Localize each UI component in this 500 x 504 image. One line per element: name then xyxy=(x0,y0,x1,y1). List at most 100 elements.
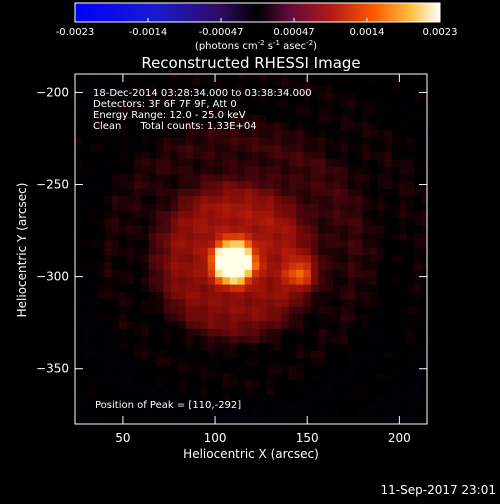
heatmap-cell xyxy=(178,74,187,79)
heatmap-cell xyxy=(163,416,172,424)
heatmap-cell xyxy=(89,261,98,270)
heatmap-cell xyxy=(111,144,120,152)
heatmap-cell xyxy=(75,284,83,292)
heatmap-cell xyxy=(222,195,231,204)
heatmap-cell xyxy=(200,92,209,101)
info-clean-counts: Clean Total counts: 1.33E+04 xyxy=(93,121,257,132)
heatmap-cell xyxy=(244,232,253,241)
heatmap-cell xyxy=(340,313,349,322)
heatmap-cell xyxy=(391,320,400,329)
heatmap-cell xyxy=(215,254,224,263)
heatmap-cell xyxy=(244,291,253,300)
heatmap-cell xyxy=(347,284,356,292)
heatmap-cell xyxy=(156,401,165,410)
heatmap-cell xyxy=(274,284,283,292)
heatmap-cell xyxy=(237,195,246,204)
heatmap-cell xyxy=(163,284,172,292)
heatmap-cell xyxy=(156,291,165,300)
heatmap-cell xyxy=(274,357,283,366)
heatmap-cell xyxy=(104,276,113,285)
heatmap-cell xyxy=(237,276,246,285)
heatmap-cell xyxy=(340,173,349,182)
heatmap-cell xyxy=(355,328,364,337)
heatmap-cell xyxy=(251,166,260,175)
heatmap-cell xyxy=(325,225,334,234)
heatmap-cell xyxy=(119,114,128,123)
heatmap-cell xyxy=(325,99,334,108)
heatmap-cell xyxy=(170,298,179,307)
heatmap-cell xyxy=(222,298,231,307)
heatmap-cell xyxy=(97,247,106,256)
heatmap-cell xyxy=(111,107,120,116)
heatmap-cell xyxy=(251,173,260,182)
heatmap-cell xyxy=(141,151,150,160)
heatmap-cell xyxy=(355,158,364,167)
heatmap-cell xyxy=(97,188,106,197)
heatmap-cell xyxy=(170,173,179,182)
heatmap-cell xyxy=(347,136,356,145)
heatmap-cell xyxy=(421,342,427,351)
heatmap-cell xyxy=(82,136,91,145)
heatmap-cell xyxy=(421,188,427,197)
heatmap-cell xyxy=(377,320,386,329)
heatmap-cell xyxy=(340,335,349,344)
heatmap-cell xyxy=(82,342,91,351)
colorbar-gradient xyxy=(74,2,441,23)
heatmap-cell xyxy=(75,74,83,79)
heatmap-cell xyxy=(414,350,423,359)
heatmap-cell xyxy=(421,320,427,329)
heatmap-cell xyxy=(141,74,150,79)
heatmap-cell xyxy=(274,121,283,130)
heatmap-cell xyxy=(421,85,427,94)
heatmap-cell xyxy=(237,254,246,263)
heatmap-cell xyxy=(259,387,268,396)
heatmap-cell xyxy=(222,99,231,108)
heatmap-cell xyxy=(163,210,172,219)
heatmap-cell xyxy=(333,99,341,108)
heatmap-cell xyxy=(281,247,290,256)
heatmap-cell xyxy=(377,247,386,256)
heatmap-cell xyxy=(266,74,275,79)
heatmap-cell xyxy=(244,261,253,270)
heatmap-cell xyxy=(229,409,238,418)
observation-info: 18-Dec-2014 03:28:34.000 to 03:38:34.000… xyxy=(93,88,312,132)
heatmap-cell xyxy=(318,328,327,337)
heatmap-cell xyxy=(229,121,238,130)
heatmap-cell xyxy=(104,320,113,329)
heatmap-cell xyxy=(296,239,305,248)
heatmap-cell xyxy=(200,372,209,381)
heatmap-cell xyxy=(111,151,120,160)
heatmap-cell xyxy=(414,202,423,211)
heatmap-cell xyxy=(259,225,268,234)
heatmap-cell xyxy=(355,121,364,130)
heatmap-cell xyxy=(200,77,209,86)
heatmap-cell xyxy=(303,320,312,329)
heatmap-cell xyxy=(303,387,312,396)
heatmap-cell xyxy=(274,180,283,189)
heatmap-cell xyxy=(266,121,275,130)
heatmap-cell xyxy=(384,269,393,278)
heatmap-cell xyxy=(119,239,128,248)
heatmap-cell xyxy=(229,247,238,256)
heatmap-cell xyxy=(384,188,393,197)
heatmap-cell xyxy=(75,210,83,219)
heatmap-cell xyxy=(406,291,415,300)
heatmap-cell xyxy=(170,239,179,248)
heatmap-cell xyxy=(259,99,268,108)
heatmap-cell xyxy=(414,195,423,204)
heatmap-cell xyxy=(97,99,106,108)
heatmap-cell xyxy=(104,232,113,241)
heatmap-cell xyxy=(170,114,179,123)
heatmap-cell xyxy=(325,328,334,337)
heatmap-cell xyxy=(266,372,275,381)
heatmap-cell xyxy=(170,232,179,241)
heatmap-cell xyxy=(200,173,209,182)
heatmap-cell xyxy=(362,202,371,211)
heatmap-cell xyxy=(141,180,150,189)
heatmap-cell xyxy=(111,239,120,248)
heatmap-cell xyxy=(185,394,194,403)
heatmap-cell xyxy=(391,151,400,160)
heatmap-cell xyxy=(156,136,165,145)
heatmap-cell xyxy=(200,298,209,307)
heatmap-cell xyxy=(296,409,305,418)
